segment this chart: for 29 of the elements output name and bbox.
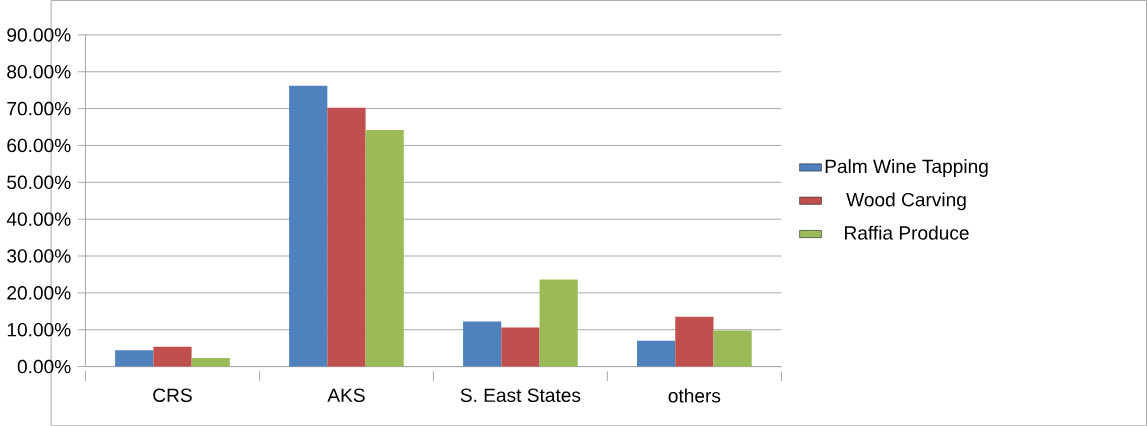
bar	[463, 321, 502, 367]
legend-label: Palm Wine Tapping	[825, 158, 988, 177]
y-tick-label: 20.00%	[7, 285, 71, 300]
x-tick-label: S. East States	[460, 388, 581, 402]
x-tick-label: AKS	[327, 388, 365, 402]
x-tick-label: others	[668, 388, 721, 403]
x-tick-label: CRS	[153, 388, 192, 402]
bar	[191, 357, 230, 367]
y-tick-label: 60.00%	[7, 138, 71, 153]
bar	[637, 340, 676, 367]
legend-label: Wood Carving	[846, 192, 966, 211]
y-tick-label: 10.00%	[7, 322, 71, 337]
y-tick-label: 90.00%	[7, 27, 71, 42]
bar	[327, 107, 366, 367]
y-tick-label: 40.00%	[6, 212, 71, 226]
y-tick-label: 50.00%	[7, 175, 71, 189]
bar	[713, 330, 752, 367]
bar	[365, 129, 404, 367]
bar	[289, 85, 328, 367]
y-tick-label: 30.00%	[7, 249, 71, 263]
bar	[153, 346, 192, 367]
bar	[501, 327, 540, 367]
legend-label: Raffia Produce	[845, 225, 969, 240]
bar	[675, 316, 714, 367]
y-tick-label: 80.00%	[7, 64, 71, 79]
bar	[539, 279, 578, 367]
y-tick-label: 0.00%	[17, 359, 71, 374]
y-tick-label: 70.00%	[7, 101, 71, 116]
bar	[115, 350, 154, 367]
